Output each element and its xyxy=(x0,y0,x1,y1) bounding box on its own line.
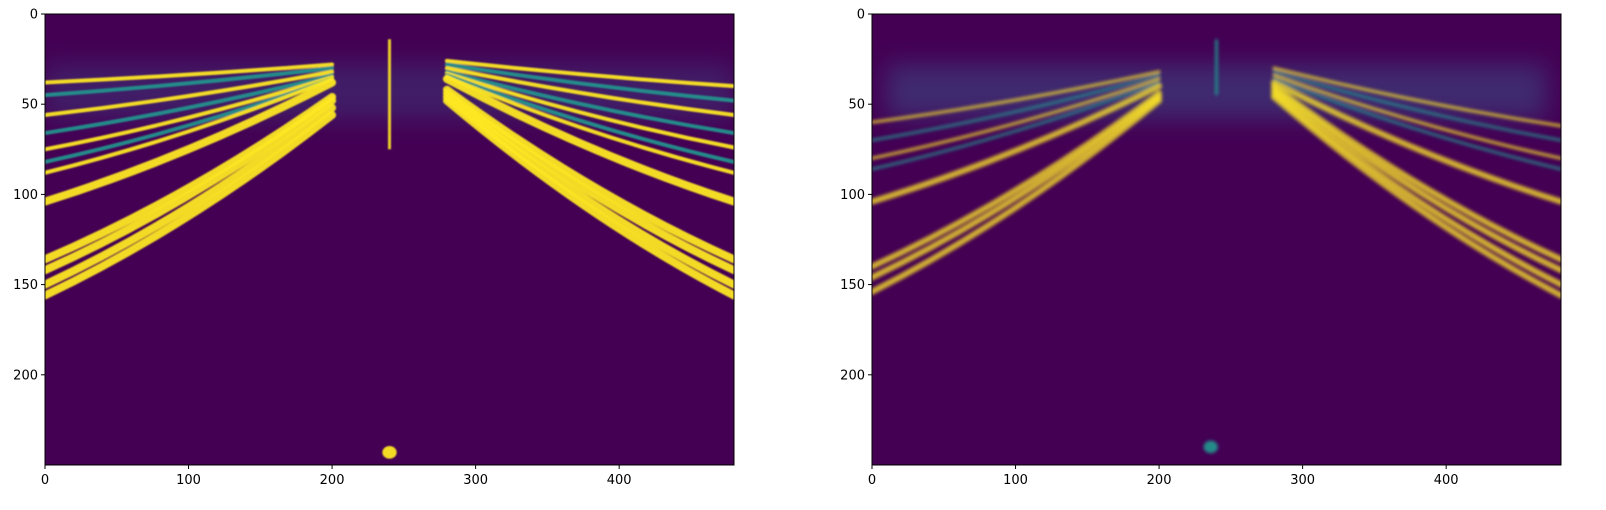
right-band xyxy=(444,71,734,150)
right-band xyxy=(1270,86,1561,274)
right-band xyxy=(444,66,734,118)
left-band xyxy=(872,70,1161,124)
x-tick-label: 200 xyxy=(1147,473,1172,488)
left-band xyxy=(872,83,1163,205)
left-band xyxy=(872,93,1163,281)
right-band xyxy=(1272,70,1561,142)
left-band xyxy=(45,111,337,300)
x-tick-label: 200 xyxy=(320,473,345,488)
y-tick-label: 50 xyxy=(848,98,865,113)
bottom-blob xyxy=(382,446,397,459)
right-band xyxy=(1270,79,1561,205)
left-band xyxy=(45,73,335,136)
left-band xyxy=(45,75,335,152)
heatmap-image xyxy=(872,14,1561,465)
y-tick-label: 200 xyxy=(840,368,865,383)
right-band xyxy=(442,89,734,275)
left-band xyxy=(872,73,1161,142)
x-tick-label: 0 xyxy=(868,473,876,488)
x-tick-label: 300 xyxy=(463,473,488,488)
axes-frame xyxy=(871,13,1562,466)
left-heatmap-panel: 0 100 200 300 400 0 50 100 150 200 xyxy=(13,8,735,488)
right-band xyxy=(1270,90,1561,288)
left-band xyxy=(45,66,335,98)
y-tick-label: 50 xyxy=(21,98,38,113)
right-band xyxy=(1272,73,1561,160)
x-tick-label: 400 xyxy=(1434,473,1459,488)
left-band xyxy=(45,103,337,289)
right-band xyxy=(1270,93,1561,299)
y-tick-label: 150 xyxy=(13,278,38,293)
left-band xyxy=(872,90,1163,270)
right-band xyxy=(1272,77,1561,171)
right-band xyxy=(442,96,734,300)
x-tick-label: 400 xyxy=(607,473,632,488)
heatmap-image xyxy=(45,14,734,465)
right-band xyxy=(444,62,734,103)
left-band xyxy=(872,81,1161,171)
right-band xyxy=(444,75,734,175)
y-tick-label: 100 xyxy=(840,188,865,203)
x-tick-label: 100 xyxy=(1003,473,1028,488)
bottom-blob xyxy=(1203,440,1218,454)
left-band xyxy=(45,69,335,118)
x-tick-label: 100 xyxy=(176,473,201,488)
y-tick-label: 0 xyxy=(857,8,865,23)
right-band xyxy=(1272,66,1561,128)
left-band xyxy=(45,96,337,275)
right-band xyxy=(444,58,734,89)
right-band xyxy=(1270,83,1561,263)
right-band xyxy=(444,69,734,136)
left-band xyxy=(45,76,335,175)
right-band xyxy=(442,74,734,206)
x-tick-label: 300 xyxy=(1290,473,1315,488)
right-heatmap-panel: 0 100 200 300 400 0 50 100 150 200 xyxy=(840,8,1562,488)
x-tick-label: 0 xyxy=(41,473,49,488)
y-tick-label: 200 xyxy=(13,368,38,383)
left-band xyxy=(45,78,337,206)
left-band xyxy=(45,62,335,85)
left-band xyxy=(872,77,1161,160)
y-tick-label: 150 xyxy=(840,278,865,293)
right-band xyxy=(444,73,734,164)
axes-frame xyxy=(44,13,735,466)
y-tick-label: 0 xyxy=(30,8,38,23)
y-tick-label: 100 xyxy=(13,188,38,203)
left-band xyxy=(872,97,1163,295)
